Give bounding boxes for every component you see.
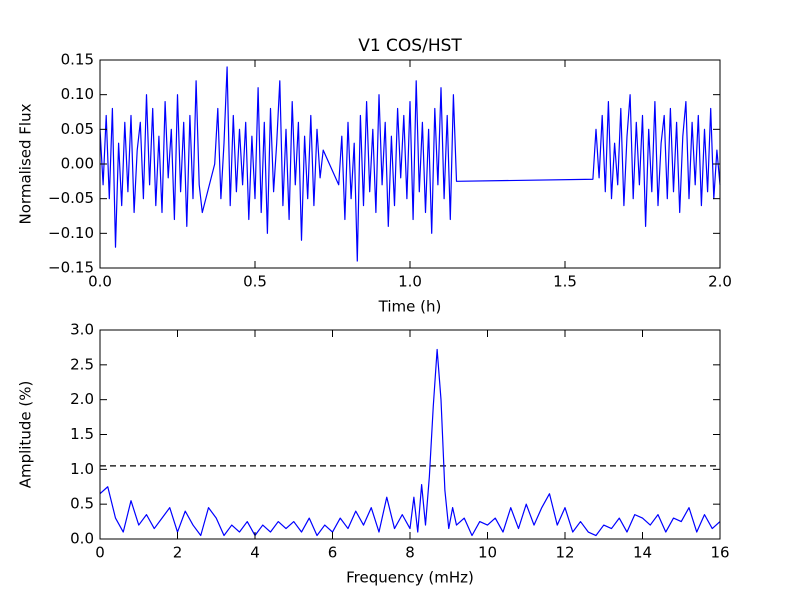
y-tick-label: 0.00 — [61, 155, 94, 173]
x-tick-label: 14 — [633, 544, 652, 562]
y-tick-label: 0.05 — [61, 120, 94, 138]
y-tick-label: −0.15 — [48, 259, 94, 277]
x-tick-label: 2.0 — [708, 273, 732, 291]
x-axis-label: Time (h) — [378, 298, 442, 316]
x-tick-label: 2 — [173, 544, 183, 562]
plot-area — [100, 330, 720, 539]
y-tick-label: 0.0 — [70, 530, 94, 548]
y-tick-label: 0.5 — [70, 495, 94, 513]
x-tick-label: 0 — [95, 544, 105, 562]
y-tick-label: 2.5 — [70, 355, 94, 373]
x-tick-label: 6 — [328, 544, 338, 562]
x-tick-label: 16 — [710, 544, 729, 562]
y-tick-label: 1.0 — [70, 460, 94, 478]
y-tick-label: 2.0 — [70, 390, 94, 408]
y-tick-label: −0.10 — [48, 224, 94, 242]
y-axis-label: Normalised Flux — [17, 103, 35, 224]
y-tick-label: 0.15 — [61, 51, 94, 69]
data-line — [99, 348, 721, 537]
data-line — [99, 66, 721, 262]
x-tick-label: 10 — [478, 544, 497, 562]
chart-title: V1 COS/HST — [358, 36, 462, 56]
y-tick-label: 0.10 — [61, 85, 94, 103]
x-tick-label: 1.0 — [398, 273, 422, 291]
x-tick-label: 0.5 — [243, 273, 267, 291]
x-axis-label: Frequency (mHz) — [346, 569, 474, 587]
y-tick-label: 3.0 — [70, 321, 94, 339]
x-tick-label: 12 — [555, 544, 574, 562]
x-tick-label: 4 — [250, 544, 260, 562]
x-tick-label: 1.5 — [553, 273, 577, 291]
x-tick-label: 0.0 — [88, 273, 112, 291]
y-tick-label: −0.05 — [48, 189, 94, 207]
plot-area — [100, 60, 720, 268]
x-tick-label: 8 — [405, 544, 415, 562]
y-tick-label: 1.5 — [70, 425, 94, 443]
y-axis-label: Amplitude (%) — [17, 381, 35, 489]
